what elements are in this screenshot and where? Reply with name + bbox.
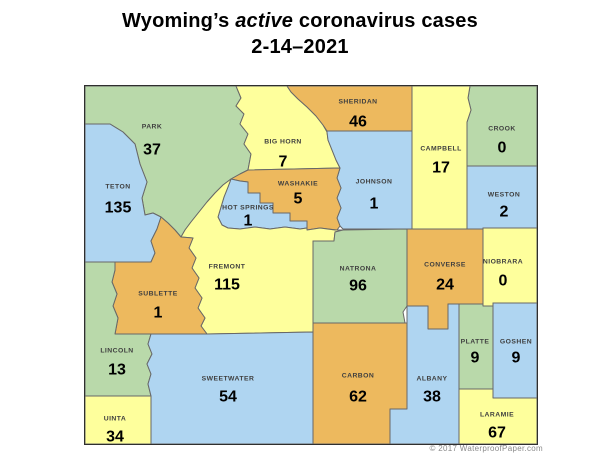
title-date: 2-14–2021 (251, 36, 349, 58)
county-cases-albany: 38 (423, 389, 441, 406)
county-cases-campbell: 17 (432, 160, 450, 177)
county-cases-lincoln: 13 (108, 362, 126, 379)
county-label-sublette: SUBLETTE (138, 291, 177, 298)
county-cases-weston: 2 (500, 204, 509, 221)
county-cases-hotsprings: 1 (244, 213, 253, 230)
county-label-platte: PLATTE (461, 339, 490, 346)
county-label-campbell: CAMPBELL (420, 146, 461, 153)
copyright: © 2017 WaterproofPaper.com (429, 444, 543, 453)
county-label-teton: TETON (105, 184, 130, 191)
title-prefix: Wyoming’s (122, 10, 230, 32)
county-label-sweetwater: SWEETWATER (202, 376, 255, 383)
county-label-hotsprings: HOT SPRINGS (222, 205, 274, 212)
county-shape-niobrara (482, 227, 537, 307)
county-shape-campbell (411, 86, 472, 230)
title-line1: Wyoming’s active coronavirus cases (0, 8, 600, 34)
county-shape-uinta (85, 395, 152, 444)
county-cases-converse: 24 (436, 277, 454, 294)
county-cases-niobrara: 0 (499, 273, 508, 290)
county-cases-sheridan: 46 (349, 114, 367, 131)
county-cases-platte: 9 (471, 350, 480, 367)
county-label-uinta: UINTA (104, 416, 127, 423)
county-label-sheridan: SHERIDAN (338, 99, 377, 106)
county-cases-fremont: 115 (214, 277, 240, 294)
county-label-niobrara: NIOBRARA (483, 259, 523, 266)
county-cases-park: 37 (143, 142, 161, 159)
county-cases-bighorn: 7 (279, 154, 288, 171)
title-emphasis: active (235, 10, 294, 32)
county-label-park: PARK (142, 124, 163, 131)
county-label-weston: WESTON (488, 192, 520, 199)
county-cases-uinta: 34 (106, 429, 124, 445)
county-label-lincoln: LINCOLN (100, 348, 133, 355)
county-label-laramie: LARAMIE (480, 412, 514, 419)
county-label-natrona: NATRONA (340, 266, 377, 273)
county-label-bighorn: BIG HORN (264, 139, 302, 146)
county-label-washakie: WASHAKIE (278, 181, 318, 188)
page-title: Wyoming’s active coronavirus cases 2-14–… (0, 8, 600, 60)
county-label-albany: ALBANY (416, 376, 447, 383)
county-shape-natrona (312, 228, 408, 324)
county-cases-teton: 135 (105, 200, 132, 217)
county-label-fremont: FREMONT (209, 264, 246, 271)
county-cases-johnson: 1 (370, 196, 379, 213)
county-shape-laramie (458, 388, 537, 444)
county-cases-sublette: 1 (154, 305, 163, 322)
county-cases-washakie: 5 (294, 191, 303, 208)
county-cases-laramie: 67 (488, 425, 506, 442)
county-shape-sweetwater (146, 331, 314, 444)
county-label-johnson: JOHNSON (356, 179, 393, 186)
title-suffix: coronavirus cases (298, 10, 478, 32)
county-shape-goshen (492, 302, 537, 399)
county-label-crook: CROOK (488, 126, 516, 133)
county-label-carbon: CARBON (342, 373, 375, 380)
county-cases-crook: 0 (498, 140, 507, 157)
county-label-goshen: GOSHEN (500, 339, 532, 346)
county-shape-platte (458, 303, 494, 390)
county-label-converse: CONVERSE (424, 262, 466, 269)
county-cases-carbon: 62 (349, 389, 367, 406)
county-cases-natrona: 96 (349, 278, 367, 295)
county-cases-sweetwater: 54 (219, 389, 237, 406)
county-cases-goshen: 9 (512, 350, 521, 367)
wyoming-county-map: PARK 37 TETON 135 BIG HORN 7 SHERIDAN 46 CROOK 0 C… (84, 85, 538, 445)
